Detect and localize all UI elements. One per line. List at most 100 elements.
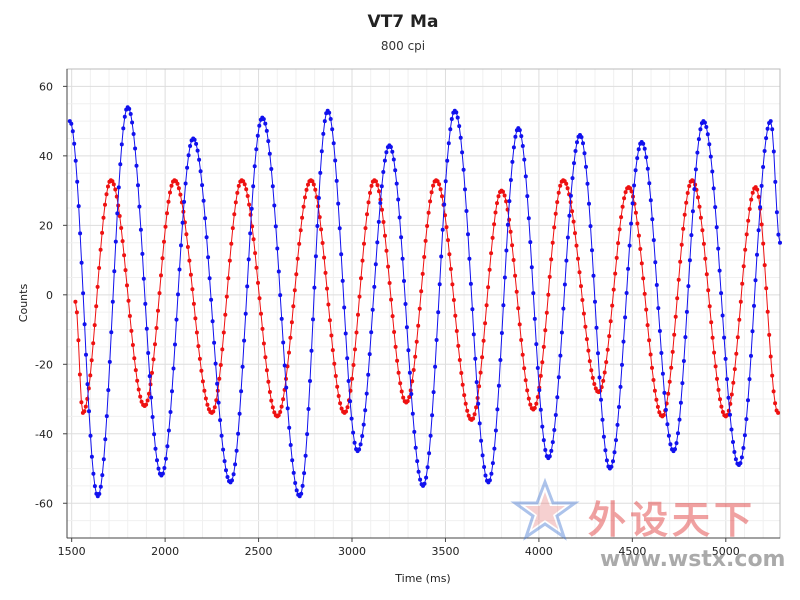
data-point (690, 209, 695, 214)
data-point (267, 151, 272, 156)
data-point (163, 456, 168, 461)
data-point (177, 267, 182, 272)
data-point (487, 478, 492, 483)
data-point (765, 126, 770, 131)
data-point (400, 256, 405, 261)
data-point (153, 446, 158, 451)
data-point (185, 245, 190, 249)
data-point (770, 127, 775, 132)
data-point (600, 417, 605, 422)
data-point (645, 166, 650, 171)
data-point (735, 335, 740, 340)
data-point (74, 310, 79, 315)
data-point (739, 455, 744, 460)
data-point (677, 417, 682, 422)
data-point (269, 167, 274, 171)
data-point (537, 388, 542, 393)
data-point (331, 141, 336, 146)
data-point (555, 200, 560, 205)
data-point (520, 144, 525, 148)
data-point (558, 183, 563, 188)
data-point (480, 453, 485, 458)
data-point (79, 400, 84, 405)
data-point (130, 120, 135, 125)
data-point (638, 247, 643, 251)
data-point (180, 220, 185, 225)
data-point (605, 347, 610, 352)
data-point (442, 202, 447, 207)
data-point (326, 302, 331, 307)
data-point (328, 117, 333, 121)
y-axis-label: Counts (17, 284, 30, 323)
data-point (534, 342, 539, 347)
data-point (642, 146, 647, 151)
data-point (354, 330, 359, 335)
data-point (69, 121, 74, 126)
data-point (523, 174, 528, 179)
data-point (471, 332, 476, 337)
data-point (591, 273, 596, 278)
data-point (493, 210, 498, 215)
data-point (322, 255, 327, 260)
data-point (584, 337, 589, 342)
data-point (565, 186, 570, 191)
data-point (534, 401, 539, 406)
data-point (163, 224, 168, 229)
data-point (150, 415, 155, 419)
data-point (655, 404, 660, 409)
data-point (738, 461, 743, 466)
data-point (525, 388, 530, 393)
data-point (290, 458, 295, 463)
data-point (138, 394, 143, 399)
data-point (549, 448, 554, 453)
data-point (599, 397, 603, 402)
data-point (176, 292, 180, 297)
data-point (242, 338, 247, 343)
data-point (396, 197, 401, 202)
data-point (502, 275, 507, 280)
data-point (753, 278, 758, 283)
data-point (364, 391, 369, 396)
data-point (203, 396, 208, 401)
data-point (288, 443, 293, 447)
data-point (92, 484, 97, 489)
data-point (401, 395, 406, 400)
data-point (681, 226, 686, 231)
data-point (466, 232, 470, 237)
data-point (704, 272, 709, 277)
data-point (261, 341, 266, 346)
data-point (417, 306, 422, 311)
data-point (483, 473, 488, 478)
data-point (133, 368, 138, 373)
data-point (213, 361, 218, 366)
data-point (702, 120, 707, 125)
data-point (726, 395, 731, 400)
data-point (381, 220, 386, 224)
data-point (428, 433, 433, 438)
data-point (490, 235, 495, 240)
data-point (223, 312, 228, 317)
data-point (173, 342, 177, 347)
data-point (610, 303, 615, 308)
data-point (468, 281, 473, 286)
plot-frame (66, 68, 781, 539)
data-point (651, 378, 656, 382)
data-point (384, 248, 389, 253)
data-point (406, 348, 411, 353)
data-point (622, 196, 627, 201)
data-point (462, 393, 467, 398)
data-point (692, 187, 697, 192)
data-point (160, 471, 165, 476)
data-point (776, 410, 781, 415)
data-point (266, 139, 271, 144)
data-point (366, 372, 371, 377)
data-point (413, 354, 418, 359)
data-point (234, 448, 239, 453)
data-point (276, 269, 281, 274)
data-point (493, 428, 498, 433)
data-point (758, 205, 763, 210)
data-point (446, 238, 450, 243)
data-point (374, 179, 378, 184)
data-point (511, 258, 516, 262)
data-point (327, 110, 332, 115)
